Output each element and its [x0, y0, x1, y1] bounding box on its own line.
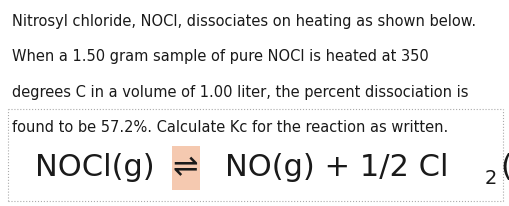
- Text: found to be 57.2%. Calculate Kc for the reaction as written.: found to be 57.2%. Calculate Kc for the …: [12, 121, 447, 136]
- FancyBboxPatch shape: [172, 146, 200, 190]
- Text: degrees C in a volume of 1.00 liter, the percent dissociation is: degrees C in a volume of 1.00 liter, the…: [12, 85, 468, 100]
- Text: When a 1.50 gram sample of pure NOCl is heated at 350: When a 1.50 gram sample of pure NOCl is …: [12, 49, 428, 64]
- Text: NOCl(g): NOCl(g): [35, 153, 154, 183]
- Text: (g): (g): [499, 153, 509, 183]
- Text: 2: 2: [484, 169, 496, 187]
- Text: ⇌: ⇌: [172, 153, 197, 183]
- Text: Nitrosyl chloride, NOCl, dissociates on heating as shown below.: Nitrosyl chloride, NOCl, dissociates on …: [12, 14, 475, 29]
- Text: NO(g) + 1/2 Cl: NO(g) + 1/2 Cl: [224, 153, 447, 183]
